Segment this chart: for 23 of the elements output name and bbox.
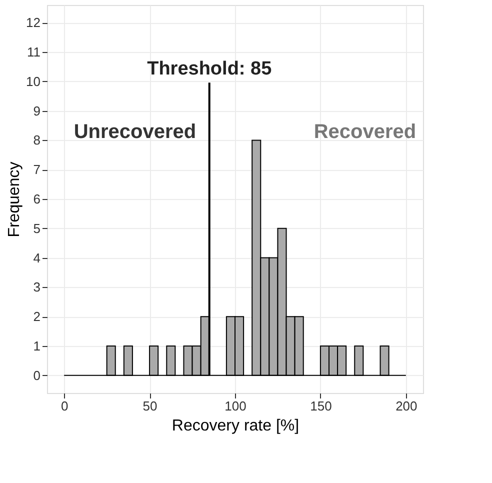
y-tick-label: 2 [33,309,40,324]
y-tick-label: 12 [26,15,40,30]
x-tick-label: 0 [60,398,68,414]
y-tick-label: 4 [33,250,40,266]
annotation: Recovered [314,121,416,143]
y-axis-title: Frequency [6,162,24,238]
y-tick-label: 1 [33,338,40,354]
y-tick-label: 3 [33,280,40,295]
y-tick-label: 9 [33,103,40,118]
y-tick-label: 8 [33,132,40,148]
x-tick-label: 50 [142,398,158,414]
x-tick-label: 100 [224,398,246,414]
y-tick-label: 0 [33,368,40,383]
annotation: Unrecovered [74,121,196,143]
x-tick-label: 150 [310,398,332,414]
y-tick-label: 11 [27,44,40,60]
y-tick-label: 5 [33,220,40,236]
y-tick-label: 10 [26,74,40,89]
x-tick-label: 200 [396,398,418,414]
x-axis-title: Recovery rate [%] [172,418,300,434]
y-tick-label: 6 [33,192,40,206]
ref-line-label: Threshold: 85 [147,58,272,80]
y-tick-label: 7 [33,162,40,178]
